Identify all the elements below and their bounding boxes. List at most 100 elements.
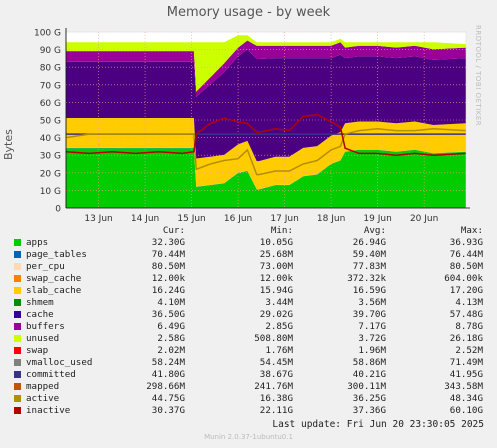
legend-name: vmalloc_used [26,357,93,368]
line-inactive [65,113,467,156]
legend-swatch [14,251,21,258]
legend-avg: 59.40M [352,249,386,260]
legend-avg: 3.72G [358,333,386,344]
legend-min: 16.38G [259,393,293,404]
legend-row-active: active 44.75G 16.38G 36.25G 48.34G [12,393,492,405]
legend-swatch [14,383,21,390]
legend-swatch [14,407,21,414]
legend-swatch [14,323,21,330]
area-buffers [66,40,466,97]
legend-avg: 300.11M [347,381,386,392]
legend-name: swap_cache [26,273,82,284]
legend-name: unused [26,333,60,344]
legend-row-swap: swap 2.02M 1.76M 1.96M 2.52M [12,345,492,357]
memory-chart: 0 10 G 20 G 30 G 40 G 50 G 60 G 70 G 80 G 90 G 100… [34,28,470,224]
munin-version: Munin 2.0.37-1ubuntu0.1 [204,433,293,441]
legend-max: 2.52M [455,345,483,356]
legend-cur: 2.58G [157,333,185,344]
legend-min: 3.44M [265,297,293,308]
legend-avg: 372.32k [347,273,386,284]
legend-avg: 1.96M [358,345,386,356]
y-tick-label: 60 G [40,99,61,109]
legend-cur: 6.49G [157,321,185,332]
y-tick-label: 90 G [40,46,61,56]
legend-swatch [14,299,21,306]
legend-row-per-cpu: per_cpu 80.50M 73.00M 77.83M 80.50M [12,261,492,273]
legend-name: apps [26,237,49,248]
legend-min: 241.76M [254,381,293,392]
y-tick-label: 100 G [34,29,61,39]
legend-swatch [14,263,21,270]
legend-row-swap-cache: swap_cache 12.00k 12.00k 372.32k 604.00k [12,273,492,285]
legend-swatch [14,395,21,402]
rrdtool-credit: RRDTOOL / TOBI OETIKER [474,25,482,127]
legend-swatch [14,311,21,318]
legend-swatch [14,335,21,342]
y-tick-label: 10 G [40,187,61,197]
y-tick-label: 0 [55,205,61,215]
legend-min: 73.00M [259,261,293,272]
legend-row-page-tables: page_tables 70.44M 25.68M 59.40M 76.44M [12,249,492,261]
legend-name: committed [26,369,76,380]
legend-name: cache [26,309,54,320]
legend-cur: 298.66M [146,381,185,392]
legend-max: 4.13M [455,297,483,308]
chart-title: Memory usage - by week [166,5,331,20]
area-apps [66,148,466,208]
legend-avg: 37.36G [352,405,386,416]
x-tick-label: 19 Jun [363,214,391,224]
legend-header-max: Max: [460,225,483,236]
legend-swatch [14,359,21,366]
legend-name: inactive [26,405,71,416]
legend-header-min: Min: [270,225,293,236]
x-tick-label: 16 Jun [224,214,252,224]
legend-min: 38.67G [259,369,293,380]
line-active [65,128,467,176]
area-cache [66,49,466,162]
x-tick-label: 14 Jun [131,214,159,224]
legend-swatch [14,371,21,378]
legend-avg: 3.56M [358,297,386,308]
legend-name: mapped [26,381,60,392]
legend-cur: 16.24G [151,285,185,296]
legend-swatch [14,287,21,294]
legend-min: 25.68M [259,249,293,260]
legend-row-shmem: shmem 4.10M 3.44M 3.56M 4.13M [12,297,492,309]
legend-row-buffers: buffers 6.49G 2.85G 7.17G 8.78G [12,321,492,333]
legend-cur: 30.37G [151,405,185,416]
legend-min: 54.45M [259,357,293,368]
legend-row-mapped: mapped 298.66M 241.76M 300.11M 343.58M [12,381,492,393]
legend-max: 17.20G [449,285,483,296]
legend-cur: 58.24M [151,357,185,368]
legend-cur: 41.80G [151,369,185,380]
legend-max: 36.93G [449,237,483,248]
legend-cur: 12.00k [151,273,185,284]
legend-row-vmalloc-used: vmalloc_used 58.24M 54.45M 58.86M 71.49M [12,357,492,369]
legend-name: slab_cache [26,285,82,296]
legend-name: per_cpu [26,261,65,272]
legend-row-apps: apps 32.30G 10.05G 26.94G 36.93G [12,237,492,249]
legend-avg: 16.59G [352,285,386,296]
legend-name: page_tables [26,249,87,260]
legend-cur: 36.50G [151,309,185,320]
x-tick-label: 13 Jun [84,214,112,224]
legend-avg: 40.21G [352,369,386,380]
y-tick-label: 50 G [40,117,61,127]
legend-min: 29.02G [259,309,293,320]
legend-max: 26.18G [449,333,483,344]
legend: Cur: Min: Avg: Max: apps 32.30G 10.05G 26.9… [12,225,492,417]
legend-swatch [14,347,21,354]
legend-cur: 32.30G [151,237,185,248]
legend-cur: 2.02M [157,345,185,356]
legend-max: 41.95G [449,369,483,380]
last-update: Last update: Fri Jun 20 23:30:05 2025 [272,419,484,430]
legend-max: 8.78G [455,321,483,332]
legend-avg: 58.86M [352,357,386,368]
legend-max: 71.49M [449,357,483,368]
legend-name: swap [26,345,49,356]
legend-avg: 7.17G [358,321,386,332]
legend-min: 15.94G [259,285,293,296]
legend-swatch [14,275,21,282]
legend-avg: 77.83M [352,261,386,272]
y-tick-label: 20 G [40,169,61,179]
